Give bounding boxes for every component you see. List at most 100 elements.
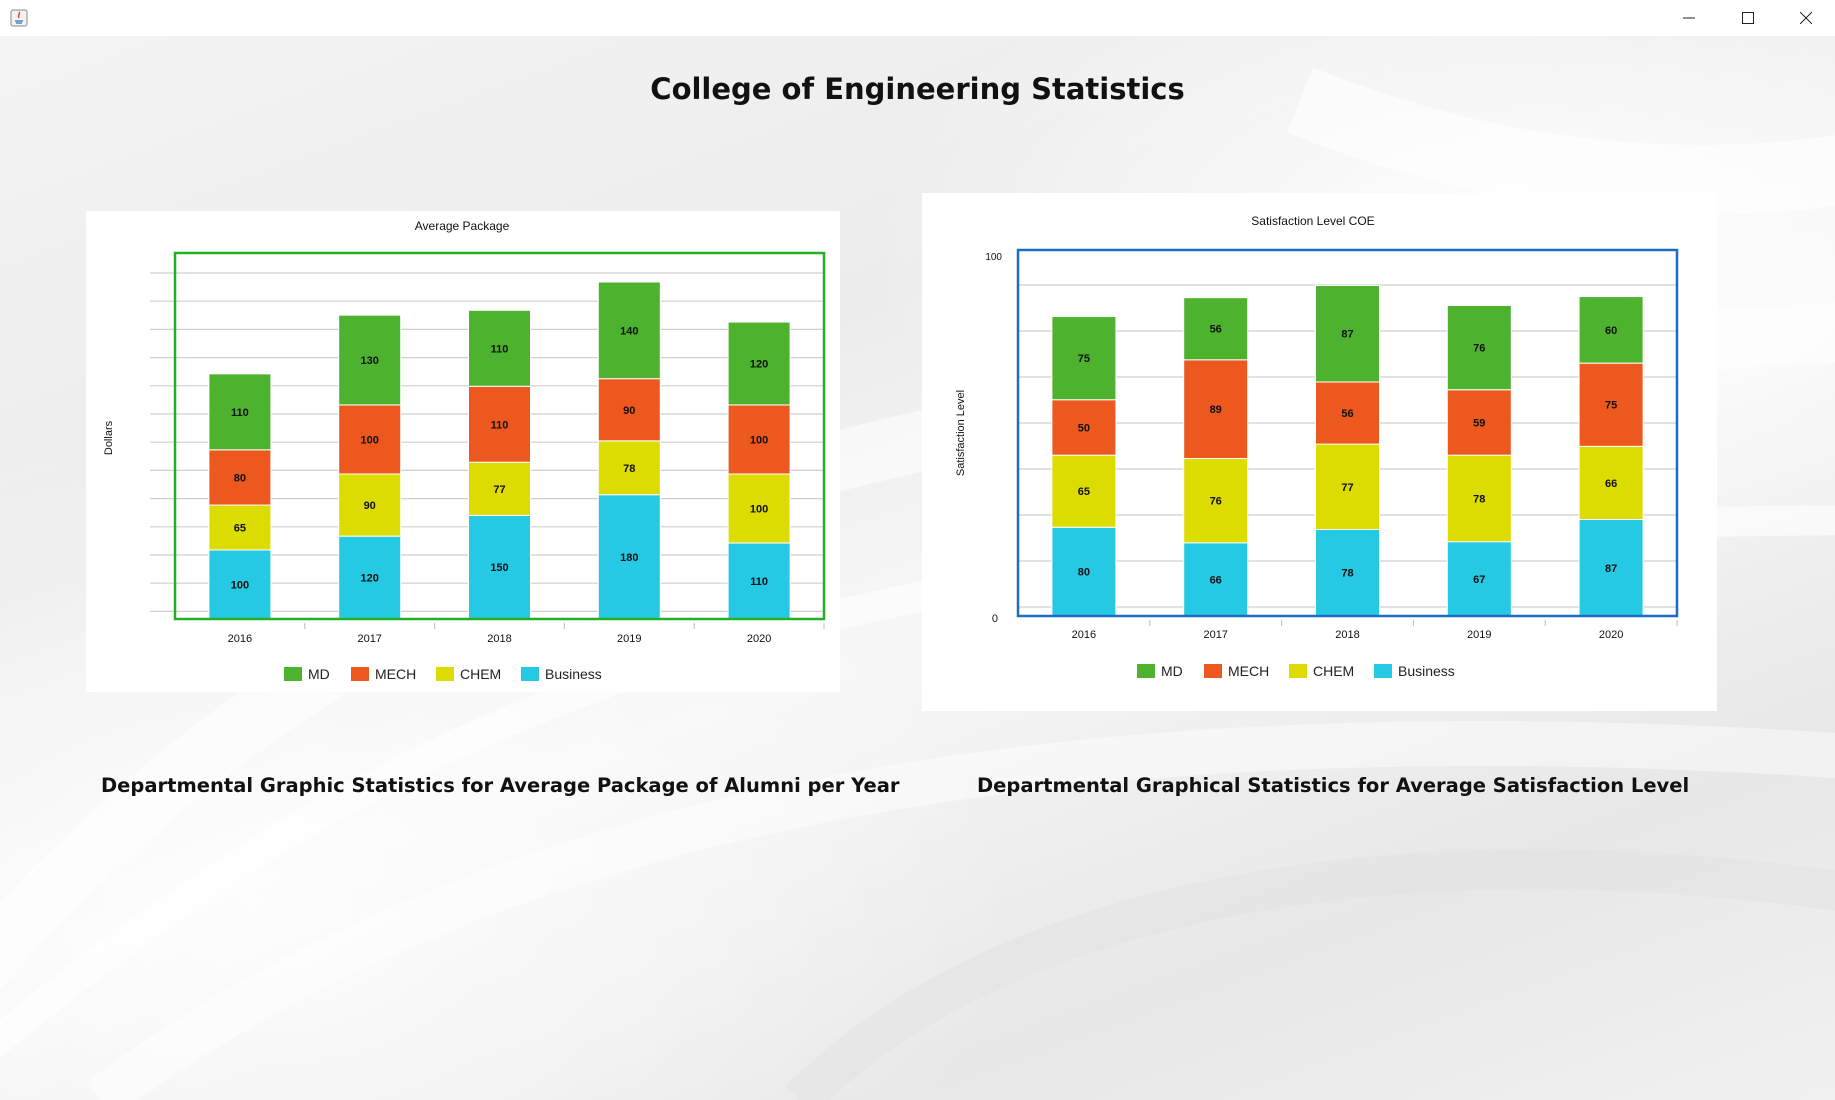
legend-label-mech: MECH [375, 666, 416, 682]
bar-segment-mech-2018 [468, 385, 531, 463]
bar-segment-md-2016 [1051, 316, 1117, 401]
data-label: 90 [623, 405, 635, 417]
bar-segment-mech-2017 [1183, 359, 1249, 460]
data-label: 60 [1605, 325, 1617, 337]
data-label: 75 [1078, 353, 1090, 365]
legend-swatch-chem [1289, 664, 1307, 678]
legend-swatch-md [1137, 664, 1155, 678]
data-label: 120 [361, 573, 379, 585]
data-label: 100 [231, 579, 249, 591]
bar-segment-mech-2019 [1446, 389, 1512, 456]
data-label: 100 [361, 434, 379, 446]
legend-swatch-business [521, 667, 539, 681]
data-label: 66 [1210, 574, 1222, 586]
data-label: 50 [1078, 422, 1090, 434]
plot-frame [1016, 248, 1679, 618]
data-label: 110 [231, 407, 249, 419]
window-titlebar [0, 0, 1835, 36]
data-label: 87 [1605, 563, 1617, 575]
satisfaction-level-chart: Satisfaction Level COE Satisfaction Leve… [922, 193, 1717, 711]
bar-segment-business-2018 [468, 514, 531, 620]
legend: MD MECH CHEM Business [1137, 663, 1455, 679]
y-tick-top: 100 [985, 252, 1002, 263]
legend-label-chem: CHEM [1313, 663, 1354, 679]
bar-segment-chem-2020 [1578, 445, 1644, 521]
bar-segment-md-2017 [338, 314, 402, 406]
data-label: 140 [620, 325, 638, 337]
x-tick-label: 2018 [1335, 629, 1359, 641]
data-label: 78 [1473, 493, 1485, 505]
legend-swatch-business [1374, 664, 1392, 678]
data-label: 59 [1473, 417, 1485, 429]
x-tick-label: 2016 [228, 633, 252, 645]
legend-swatch-mech [1204, 664, 1222, 678]
bar-segment-business-2020 [727, 542, 791, 620]
legend: MD MECH CHEM Business [284, 666, 602, 682]
data-label: 150 [490, 562, 508, 574]
bar-segment-mech-2016 [208, 449, 272, 506]
data-label: 89 [1210, 404, 1222, 416]
data-label: 75 [1605, 400, 1617, 412]
data-label: 180 [620, 552, 638, 564]
bar-segment-chem-2017 [338, 473, 402, 537]
data-label: 90 [364, 500, 376, 512]
close-button[interactable] [1777, 0, 1835, 36]
bar-segment-mech-2018 [1315, 381, 1380, 445]
minimize-icon [1683, 17, 1695, 19]
data-label: 78 [1341, 568, 1353, 580]
data-label: 110 [491, 343, 509, 355]
bar-segment-mech-2020 [1578, 362, 1644, 447]
plot-frame [173, 251, 826, 621]
data-label: 76 [1210, 496, 1222, 508]
x-tick-label: 2018 [487, 633, 511, 645]
y-axis-label: Satisfaction Level [955, 390, 967, 476]
chart-title: Satisfaction Level COE [1251, 214, 1374, 228]
minimize-button[interactable] [1660, 0, 1718, 36]
bar-segment-business-2020 [1578, 519, 1644, 617]
bar-segment-chem-2016 [1051, 454, 1117, 528]
data-label: 130 [361, 355, 379, 367]
caption-average-package: Departmental Graphic Statistics for Aver… [101, 774, 900, 797]
java-app-icon[interactable] [10, 9, 28, 27]
bar-segment-md-2020 [1578, 296, 1644, 364]
legend-label-business: Business [1398, 663, 1455, 679]
y-tick-zero: 0 [992, 613, 998, 625]
bar-segment-chem-2019 [1446, 454, 1512, 543]
x-tick-labels: 2016 2017 2018 2019 2020 [228, 633, 772, 645]
bar-segment-chem-2016 [208, 504, 272, 551]
legend-label-chem: CHEM [460, 666, 501, 682]
bar-segment-business-2018 [1315, 528, 1380, 617]
data-label: 56 [1210, 324, 1222, 336]
bar-segment-md-2018 [1315, 284, 1380, 383]
data-label: 110 [491, 419, 509, 431]
legend-label-mech: MECH [1228, 663, 1269, 679]
bars: 100 65 80 110 120 90 100 130 150 77 110 110 180 78 90 1… [208, 281, 791, 620]
caption-satisfaction-level: Departmental Graphical Statistics for Av… [977, 774, 1690, 797]
bar-segment-business-2017 [1183, 542, 1249, 617]
data-label: 78 [623, 463, 635, 475]
bar-segment-business-2019 [597, 494, 661, 620]
bar-segment-business-2016 [1051, 526, 1117, 617]
close-icon [1800, 12, 1812, 24]
bar-segment-chem-2017 [1183, 458, 1249, 544]
bar-segment-business-2019 [1446, 541, 1512, 617]
bar-segment-md-2017 [1183, 297, 1249, 361]
data-label: 67 [1473, 574, 1485, 586]
x-tick-label: 2020 [1599, 629, 1623, 641]
legend-swatch-md [284, 667, 302, 681]
maximize-button[interactable] [1719, 0, 1777, 36]
x-tick-labels: 2016 2017 2018 2019 2020 [1072, 629, 1624, 641]
bar-segment-business-2017 [338, 535, 402, 620]
legend-swatch-mech [351, 667, 369, 681]
legend-swatch-chem [436, 667, 454, 681]
x-tick-label: 2019 [617, 633, 641, 645]
bar-segment-md-2016 [208, 373, 272, 451]
data-label: 87 [1341, 329, 1353, 341]
maximize-icon [1742, 12, 1754, 24]
chart-title: Average Package [415, 219, 510, 233]
x-tick-label: 2017 [1203, 629, 1227, 641]
data-label: 77 [493, 484, 505, 496]
x-tick-label: 2019 [1467, 629, 1491, 641]
bar-segment-chem-2019 [597, 440, 661, 496]
x-tick-label: 2017 [357, 633, 381, 645]
